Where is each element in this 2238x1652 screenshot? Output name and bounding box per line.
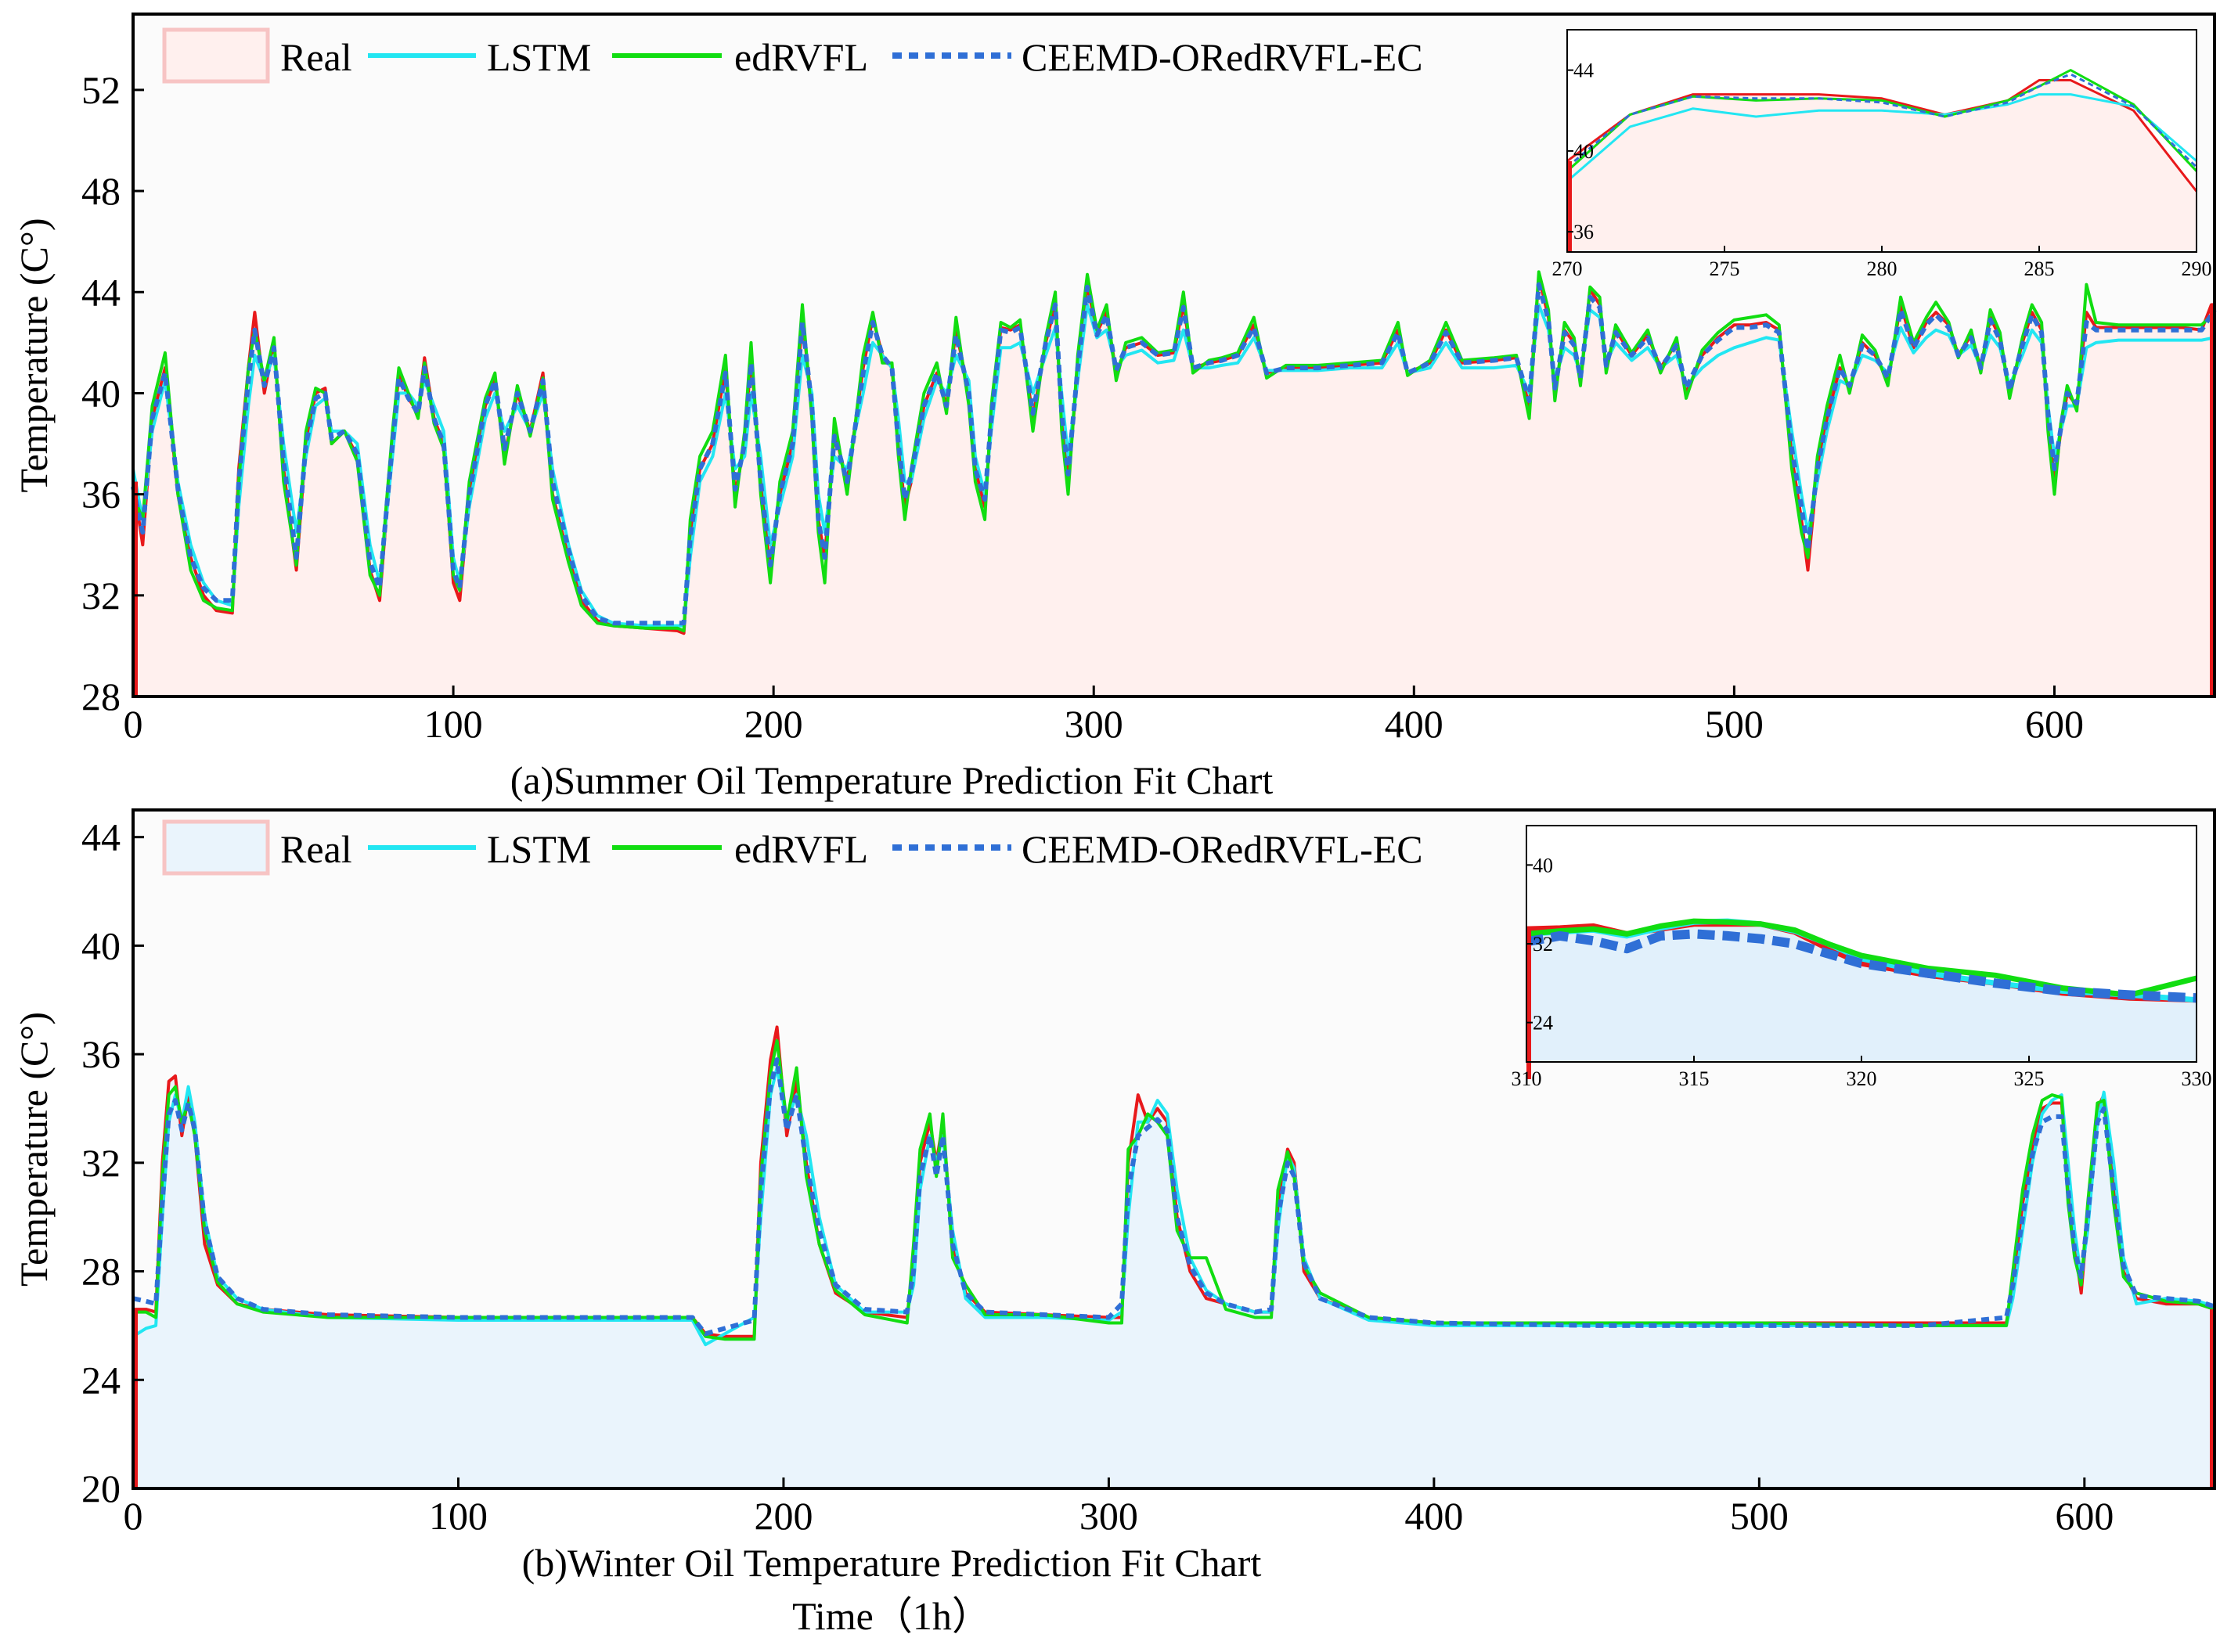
- winter-inset: 310 315 320 325 330 24 32 40: [1512, 825, 2212, 1090]
- summer-inset-y-tick-label: 36: [1573, 221, 1594, 243]
- summer-inset-y-tick-label: 44: [1573, 59, 1594, 82]
- legend-label-ceemd: CEEMD-ORedRVFL-EC: [1022, 827, 1423, 871]
- summer-x-tick-label: 200: [744, 702, 803, 746]
- summer-y-tick-label: 44: [81, 270, 121, 314]
- winter-inset-x-tick-label: 315: [1679, 1067, 1710, 1090]
- summer-inset-ceemd-line: [1566, 73, 2198, 168]
- winter-x-tick-label: 500: [1730, 1494, 1789, 1538]
- summer-inset-y-tick-label: 40: [1573, 140, 1594, 163]
- summer-x-tick-label: 600: [2025, 702, 2084, 746]
- summer-chart-title: (a)Summer Oil Temperature Prediction Fit…: [510, 758, 1274, 802]
- winter-inset-y-tick-label: 40: [1533, 854, 1553, 876]
- winter-inset-x-tick-label: 310: [1512, 1067, 1542, 1090]
- winter-inset-ceemd-line: [1525, 929, 2197, 1003]
- summer-inset-lstm-line: [1566, 93, 2197, 182]
- summer-y-tick-label: 40: [81, 371, 121, 415]
- winter-inset-y-tick-label: 24: [1533, 1012, 1553, 1035]
- winter-chart-title: (b)Winter Oil Temperature Prediction Fit…: [522, 1541, 1262, 1585]
- winter-y-axis-title: Temperature (C°): [12, 1012, 56, 1287]
- summer-y-tick-label: 36: [81, 473, 121, 516]
- legend-label-real: Real: [280, 35, 352, 79]
- legend-label-edrvfl: edRVFL: [734, 35, 868, 79]
- winter-inset-x-tick-label: 320: [1847, 1067, 1877, 1090]
- winter-y-tick-label: 40: [81, 923, 121, 967]
- summer-y-tick-label: 52: [81, 68, 121, 112]
- winter-y-tick-label: 20: [81, 1467, 121, 1510]
- summer-inset: 270 275 280 285 290 36 40 44: [1552, 29, 2212, 280]
- winter-ceemd-line: [132, 1057, 2215, 1337]
- summer-inset-x-tick-label: 280: [1867, 257, 1897, 280]
- winter-x-tick-label: 400: [1404, 1494, 1463, 1538]
- summer-y-axis-title: Temperature (C°): [12, 218, 56, 492]
- winter-axes-frame: [132, 808, 2216, 1490]
- winter-x-tick-label: 300: [1079, 1494, 1138, 1538]
- legend-label-lstm: LSTM: [487, 35, 591, 79]
- winter-x-tick-label: 0: [124, 1494, 143, 1538]
- legend-swatch-real: [162, 819, 270, 876]
- summer-chart-panel: 0 100 200 300 400 500 600 28 32 36 40 44 48 52 Tempera…: [0, 0, 2238, 802]
- summer-axes-frame: [132, 13, 2216, 698]
- summer-y-tick-label: 28: [81, 675, 121, 718]
- legend-label-real: Real: [280, 827, 352, 871]
- winter-x-tick-label: 600: [2055, 1494, 2114, 1538]
- x-axis-label: Time（1h）: [792, 1594, 991, 1638]
- summer-ceemd-line: [131, 282, 2217, 626]
- winter-y-tick-label: 32: [81, 1141, 121, 1185]
- winter-inset-x-tick-label: 330: [2182, 1067, 2212, 1090]
- winter-y-tick-label: 24: [81, 1358, 121, 1402]
- winter-x-tick-label: 200: [754, 1494, 813, 1538]
- summer-y-tick-label: 32: [81, 574, 121, 617]
- winter-x-tick-label: 100: [429, 1494, 488, 1538]
- summer-legend: Real LSTM edRVFL CEEMD-ORedRVFL-EC: [162, 27, 1423, 84]
- summer-y-tick-label: 48: [81, 169, 121, 213]
- legend-label-edrvfl: edRVFL: [734, 827, 868, 871]
- winter-y-tick-label: 36: [81, 1032, 121, 1076]
- winter-inset-edrvfl-line: [1526, 918, 2197, 998]
- legend-label-lstm: LSTM: [487, 827, 591, 871]
- summer-inset-x-tick-label: 285: [2024, 257, 2055, 280]
- summer-inset-x-tick-label: 290: [2182, 257, 2212, 280]
- summer-x-tick-label: 0: [124, 702, 143, 746]
- summer-inset-real-area: [1567, 80, 2197, 252]
- summer-inset-real-line: [1566, 79, 2198, 193]
- summer-inset-x-tick-label: 275: [1710, 257, 1740, 280]
- winter-real-area: [133, 1027, 2215, 1488]
- legend-swatch-real: [162, 27, 270, 84]
- summer-x-tick-label: 400: [1385, 702, 1443, 746]
- summer-x-tick-label: 500: [1705, 702, 1764, 746]
- winter-legend: Real LSTM edRVFL CEEMD-ORedRVFL-EC: [162, 819, 1423, 876]
- winter-inset-real-area: [1526, 923, 2197, 1062]
- winter-y-tick-label: 28: [81, 1250, 121, 1294]
- winter-chart-panel: 0 100 200 300 400 500 600 20 24 28 32 36 40 44 Tempera…: [12, 808, 2216, 1638]
- summer-inset-x-tick-label: 270: [1552, 257, 1583, 280]
- winter-y-tick-label: 44: [81, 815, 121, 859]
- legend-label-ceemd: CEEMD-ORedRVFL-EC: [1022, 35, 1423, 79]
- summer-real-area: [133, 276, 2215, 696]
- summer-x-tick-label: 300: [1065, 702, 1123, 746]
- winter-inset-x-tick-label: 325: [2014, 1067, 2045, 1090]
- winter-inset-y-tick-label: 32: [1533, 933, 1553, 956]
- summer-x-tick-label: 100: [424, 702, 483, 746]
